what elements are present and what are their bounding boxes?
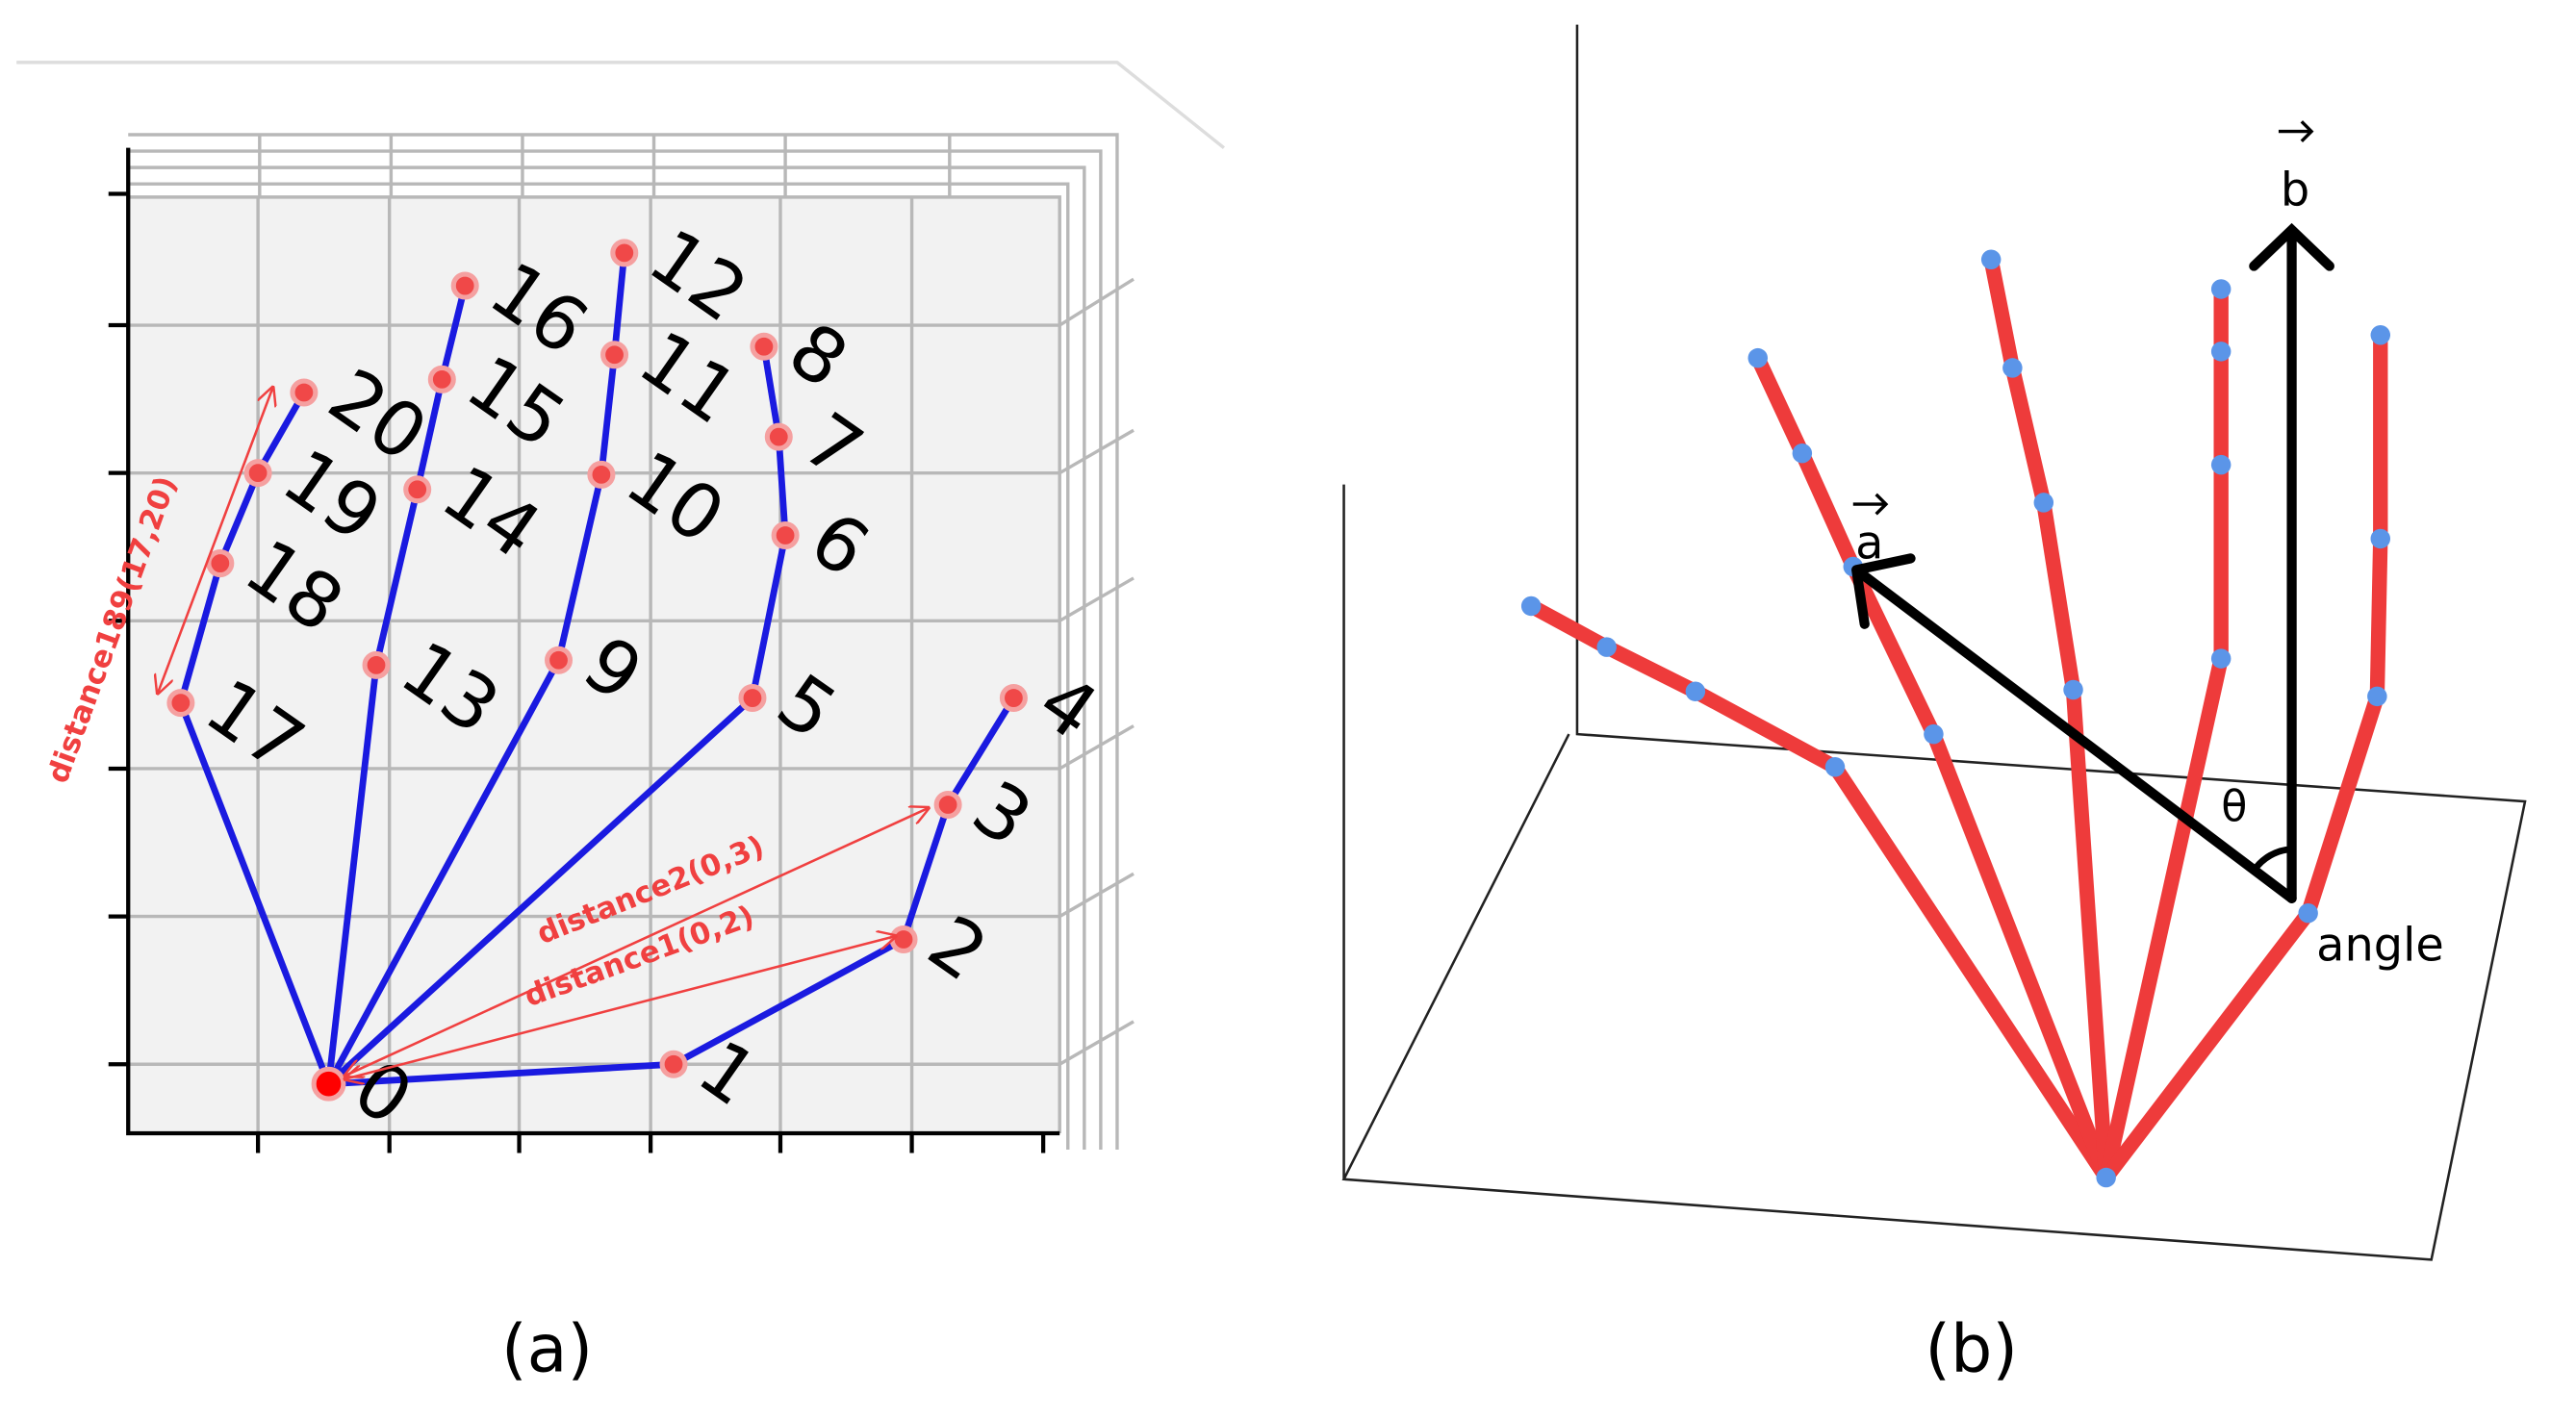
finger (2100, 335, 2388, 1182)
joint (2367, 686, 2387, 707)
joint (2096, 1167, 2116, 1188)
panel-b: a b θ angle (1520, 120, 2444, 1188)
panel-a-axes (16, 61, 1225, 1153)
joint (1924, 723, 1944, 745)
joint (1824, 757, 1846, 777)
vector-label: b (2281, 164, 2309, 216)
caption: (a) (501, 1311, 593, 1387)
landmark (362, 650, 391, 679)
joint (2210, 648, 2232, 669)
landmark (764, 422, 793, 451)
vector-b (2249, 222, 2334, 903)
landmark (771, 521, 800, 550)
landmark (933, 791, 962, 820)
joint (1520, 595, 1542, 617)
landmark (889, 925, 918, 954)
landmark (427, 365, 456, 393)
landmark (290, 378, 319, 407)
joint (2210, 342, 2232, 362)
joint (1596, 637, 1617, 657)
vector-arrow-glyph (2278, 120, 2314, 143)
angle-label: angle (2316, 920, 2444, 973)
landmark (206, 549, 235, 578)
distance-arrow (345, 808, 929, 1076)
landmark (243, 459, 272, 488)
joint (2210, 279, 2232, 299)
landmark (659, 1050, 688, 1078)
landmark (610, 239, 639, 267)
vector-a (1851, 553, 2297, 903)
landmark (545, 646, 574, 674)
angle-symbol: θ (2221, 783, 2247, 832)
joint (2298, 902, 2318, 924)
joint (2210, 454, 2232, 475)
vector-label: a (1855, 517, 1883, 570)
landmark (166, 689, 195, 718)
landmark (738, 684, 767, 713)
panel-b-axes (1341, 24, 2527, 1261)
caption: (b) (1925, 1311, 2018, 1387)
landmark (999, 684, 1028, 713)
joint (2370, 528, 2391, 549)
angle-arc (2251, 846, 2292, 873)
joint (2370, 325, 2391, 345)
landmark (587, 460, 616, 489)
joint (1747, 347, 1768, 368)
joint (2063, 679, 2083, 700)
landmark (600, 341, 629, 369)
distance-arrow (158, 388, 273, 694)
vector-arrow-glyph (1852, 493, 1889, 516)
landmark (403, 475, 432, 504)
joint (2002, 358, 2023, 378)
landmark (450, 271, 479, 300)
joint (2033, 493, 2054, 513)
joint (1980, 249, 2002, 269)
joint (1792, 443, 1813, 464)
landmark (311, 1066, 346, 1102)
joint (1685, 681, 1706, 701)
landmark (750, 332, 778, 361)
